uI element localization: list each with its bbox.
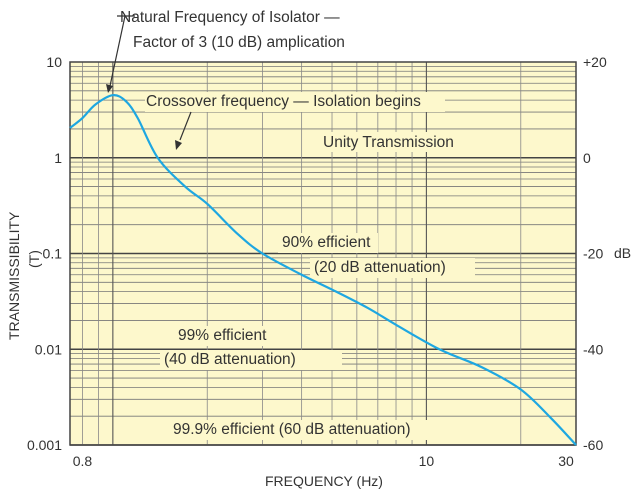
y-tick-label: 0.01 (35, 341, 62, 357)
y-axis-title: TRANSMISSIBILITY (6, 211, 22, 340)
x-tick-label: 30 (558, 453, 574, 469)
unity-transmission-label: Unity Transmission (323, 134, 454, 151)
y2-tick-label: -20 (583, 246, 603, 262)
eff90-label-1: 90% efficient (282, 234, 371, 251)
axis-ticks: 10 1 0.1 0.01 0.001 +20 0 -20 -40 -60 0.8 10 30 (27, 54, 607, 469)
annotations: Natural Frequency of Isolator — Factor o… (120, 9, 454, 438)
eff99-label-2: (40 dB attenuation) (164, 351, 296, 368)
y-tick-label: 10 (46, 54, 62, 70)
annotation-background (174, 326, 279, 346)
y-tick-label: 0.1 (43, 246, 63, 262)
y2-tick-label: +20 (583, 54, 607, 70)
grid (70, 62, 577, 446)
x-axis-title: FREQUENCY (Hz) (265, 473, 383, 489)
natural-frequency-arrowhead (106, 84, 113, 93)
crossover-label: Crossover frequency — Isolation begins (146, 93, 421, 110)
annotation-arrows (60, 15, 192, 150)
y-tick-label: 0.001 (27, 437, 62, 453)
crossover-leader (179, 111, 192, 141)
annotation-background (168, 420, 493, 440)
annotation-background (318, 132, 503, 152)
eff999-label: 99.9% efficient (60 dB attenuation) (173, 421, 411, 438)
y-axis-subtitle: (T) (26, 250, 42, 268)
natural-frequency-label-2: Factor of 3 (10 dB) amplication (133, 34, 345, 51)
natural-frequency-leader (109, 15, 135, 87)
crossover-arrowhead (175, 140, 182, 150)
plot-border (69, 61, 577, 446)
annotation-background (145, 92, 445, 112)
y2-unit: dB (614, 245, 631, 261)
annotation-background (160, 350, 342, 370)
annotation-background (278, 233, 378, 253)
y-tick-label: 1 (54, 150, 62, 166)
natural-frequency-label-1: Natural Frequency of Isolator — (120, 9, 340, 26)
annotation-backgrounds (145, 92, 503, 440)
y2-tick-label: -60 (583, 437, 603, 453)
y2-tick-label: -40 (583, 341, 603, 357)
y2-tick-label: 0 (583, 150, 591, 166)
x-tick-label: 0.8 (73, 453, 93, 469)
transmissibility-curve (69, 94, 577, 446)
eff90-label-2: (20 dB attenuation) (314, 259, 446, 276)
natural-frequency-arrow (60, 17, 118, 18)
x-tick-label: 10 (419, 453, 435, 469)
annotation-background (310, 258, 475, 278)
eff99-label-1: 99% efficient (178, 327, 267, 344)
